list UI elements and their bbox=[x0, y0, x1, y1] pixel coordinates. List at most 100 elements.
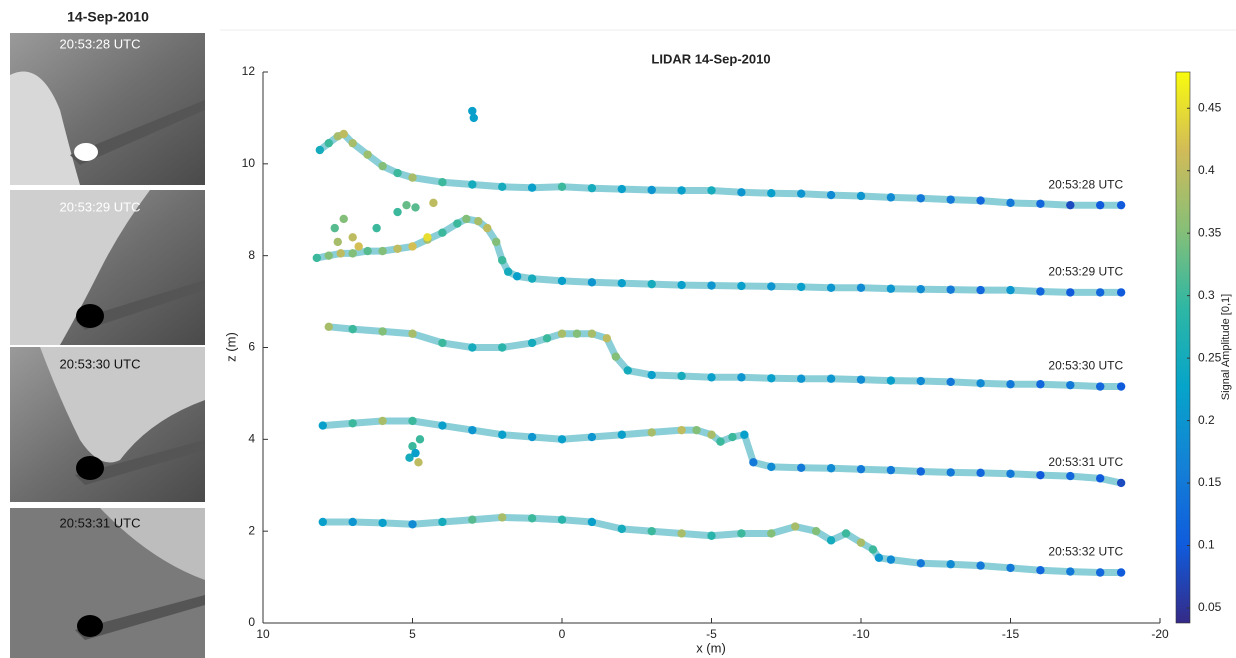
point bbox=[527, 514, 537, 523]
point bbox=[469, 113, 478, 123]
x-tick-label: -20 bbox=[1151, 627, 1169, 641]
point bbox=[1036, 380, 1045, 389]
point bbox=[767, 529, 776, 538]
photo-label: 20:53:29 UTC bbox=[60, 199, 141, 214]
colorbar-tick-label: 0.15 bbox=[1198, 475, 1222, 489]
profile-label: 20:53:29 UTC bbox=[1048, 265, 1123, 279]
point bbox=[372, 223, 381, 233]
point bbox=[527, 274, 537, 283]
point bbox=[946, 468, 955, 477]
point bbox=[767, 189, 776, 198]
colorbar bbox=[1175, 71, 1191, 624]
point bbox=[1116, 200, 1126, 210]
point bbox=[856, 375, 866, 384]
point bbox=[348, 324, 357, 334]
profile-line bbox=[325, 323, 1125, 390]
point bbox=[468, 343, 477, 352]
photo-label: 20:53:30 UTC bbox=[60, 356, 141, 371]
point bbox=[498, 182, 507, 191]
photos-title: 14-Sep-2010 bbox=[67, 9, 149, 25]
point bbox=[318, 517, 327, 527]
point bbox=[408, 173, 417, 182]
x-tick-label: 0 bbox=[559, 627, 566, 641]
point bbox=[617, 279, 626, 288]
point bbox=[339, 214, 348, 224]
y-tick-label: 12 bbox=[242, 64, 256, 78]
point bbox=[976, 561, 985, 570]
point bbox=[468, 425, 477, 435]
point bbox=[737, 529, 746, 538]
point bbox=[354, 242, 363, 251]
point bbox=[826, 283, 836, 293]
profile-label: 20:53:28 UTC bbox=[1048, 177, 1123, 191]
point bbox=[468, 106, 477, 116]
point bbox=[414, 458, 423, 467]
point bbox=[916, 284, 925, 294]
point bbox=[423, 233, 432, 242]
point bbox=[916, 194, 925, 203]
profile-line bbox=[313, 215, 1125, 296]
x-tick-label: -15 bbox=[1002, 627, 1020, 641]
x-tick-label: 5 bbox=[409, 627, 416, 641]
point bbox=[587, 278, 597, 287]
point bbox=[886, 376, 896, 385]
point bbox=[707, 186, 716, 195]
point bbox=[474, 217, 483, 226]
point bbox=[462, 214, 471, 224]
point bbox=[886, 284, 896, 293]
point bbox=[811, 526, 821, 536]
point bbox=[767, 282, 776, 291]
point bbox=[1006, 563, 1015, 573]
point bbox=[438, 338, 447, 348]
point bbox=[348, 138, 357, 148]
profile-label: 20:53:30 UTC bbox=[1048, 359, 1123, 373]
point bbox=[1096, 474, 1105, 483]
point bbox=[348, 517, 357, 527]
point bbox=[976, 468, 985, 478]
point bbox=[408, 520, 417, 529]
point bbox=[587, 329, 597, 338]
point bbox=[324, 322, 333, 332]
photo-label: 20:53:31 UTC bbox=[60, 515, 141, 530]
point bbox=[647, 526, 656, 536]
point bbox=[1116, 382, 1126, 391]
point bbox=[363, 150, 372, 159]
point bbox=[617, 430, 626, 439]
photo-label: 20:53:28 UTC bbox=[60, 36, 141, 51]
point bbox=[856, 538, 866, 547]
point bbox=[402, 200, 411, 210]
point bbox=[677, 186, 686, 195]
point bbox=[438, 228, 447, 237]
point bbox=[318, 421, 327, 430]
y-tick-label: 10 bbox=[242, 156, 256, 170]
point bbox=[1036, 199, 1045, 208]
point bbox=[1036, 470, 1045, 480]
point bbox=[1066, 567, 1075, 576]
point bbox=[1036, 287, 1045, 296]
point bbox=[841, 529, 851, 538]
point bbox=[1096, 288, 1105, 297]
point bbox=[468, 180, 477, 189]
point bbox=[542, 334, 552, 343]
point bbox=[826, 536, 836, 545]
point bbox=[1116, 288, 1126, 297]
photo-panel bbox=[10, 33, 205, 658]
point bbox=[339, 129, 348, 139]
y-tick-label: 0 bbox=[248, 615, 255, 629]
point bbox=[976, 285, 985, 295]
point bbox=[692, 425, 701, 435]
point bbox=[737, 188, 746, 197]
point bbox=[1006, 380, 1015, 389]
point bbox=[868, 545, 878, 554]
point bbox=[886, 555, 896, 564]
x-tick-label: -10 bbox=[852, 627, 870, 641]
point bbox=[707, 430, 716, 439]
point bbox=[1096, 382, 1105, 391]
point bbox=[557, 515, 567, 524]
point bbox=[1036, 565, 1045, 575]
profile-label: 20:53:32 UTC bbox=[1048, 545, 1123, 559]
point bbox=[1066, 288, 1075, 297]
point bbox=[411, 448, 420, 458]
point bbox=[393, 244, 402, 253]
point bbox=[647, 185, 656, 195]
